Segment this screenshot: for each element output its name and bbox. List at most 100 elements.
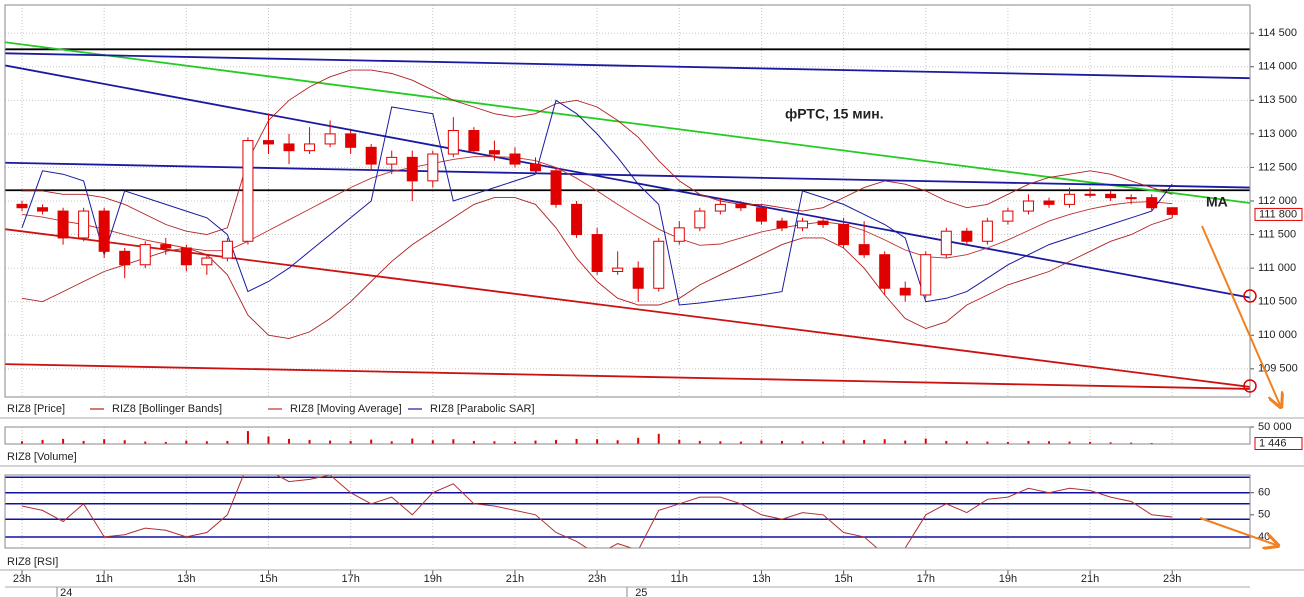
bollinger-upper	[22, 69, 1173, 236]
moving-average	[21, 156, 1173, 259]
rsi-line	[21, 475, 1173, 548]
volume-bar	[965, 441, 968, 444]
x-tick-label: 11h	[95, 573, 113, 585]
x-tick-label: 19h	[999, 573, 1017, 585]
last-value-box	[1254, 207, 1303, 221]
candle-body	[1166, 207, 1178, 215]
rsi-panel	[5, 475, 1250, 548]
y-tick-label: 113 500	[1258, 94, 1297, 106]
x-tick-label: 17h	[341, 573, 359, 585]
volume-bar	[1048, 441, 1050, 444]
y-tick-label: 109 500	[1258, 363, 1298, 375]
rsi-frame	[4, 474, 1251, 549]
candle-body	[447, 130, 459, 155]
volume-bar	[657, 433, 660, 444]
volume-bar	[390, 441, 393, 444]
candle-body	[1043, 200, 1055, 205]
volume-bar	[411, 438, 414, 444]
volume-bar	[246, 431, 249, 444]
volume-bar	[863, 439, 866, 444]
last-value-label: 1 446	[1259, 437, 1287, 449]
x-tick-label: 15h	[834, 573, 852, 585]
candle-body	[488, 150, 500, 155]
volume-bar	[698, 440, 701, 444]
volume-bar	[739, 441, 742, 444]
volume-bar	[103, 439, 106, 444]
candle-body	[776, 220, 788, 229]
trend-line	[5, 41, 1250, 204]
volume-bar	[575, 438, 578, 444]
candle-body	[201, 257, 213, 266]
candle-body	[550, 170, 562, 205]
candle-body	[714, 203, 726, 212]
candle-body	[879, 254, 891, 289]
x-tick-label: 15h	[259, 573, 277, 585]
y-tick-label: 112 500	[1258, 161, 1297, 173]
candle-body	[119, 250, 131, 266]
axes: 109 500 110 000 110 500 111 000 111 500 112 0…	[13, 27, 1303, 597]
candle-body	[1105, 193, 1117, 199]
arrow	[1201, 225, 1280, 405]
volume-bar	[883, 439, 886, 444]
y-tick-label: 114 500	[1258, 27, 1297, 39]
candle-body	[858, 244, 870, 256]
y-tick-label: 110 000	[1258, 329, 1297, 341]
volume-bar	[801, 441, 804, 444]
price-panel	[5, 41, 1250, 390]
volume-bar	[1109, 442, 1112, 444]
y-tick-label: 113 000	[1258, 128, 1297, 140]
candle-body	[365, 146, 377, 165]
candle-body	[940, 230, 952, 256]
volume-bar	[513, 441, 516, 444]
volume-panel	[21, 431, 1174, 444]
x-tick-label: 23h	[1163, 573, 1181, 585]
candle-body	[98, 210, 110, 252]
y-tick-label: 50	[1258, 509, 1270, 521]
x-tick-label: 21h	[1081, 573, 1099, 585]
volume-bar	[719, 441, 722, 444]
trend-line	[5, 161, 1250, 189]
candle-body	[509, 153, 521, 165]
volume-bar	[205, 441, 208, 444]
volume-bar	[822, 441, 825, 444]
candle-body	[221, 240, 233, 259]
volume-frame	[4, 426, 1251, 445]
marker-circle	[1243, 289, 1257, 303]
volume-bar	[123, 440, 126, 444]
y-tick-label: 111 000	[1258, 262, 1296, 274]
trend-line	[5, 52, 1250, 80]
candle-body	[57, 210, 69, 239]
legend-entry: RIZ8 [Moving Average]	[290, 403, 402, 415]
last-value-label: 111 800	[1259, 208, 1297, 220]
candle-body	[1125, 197, 1137, 200]
volume-bar	[82, 440, 85, 444]
candle-body	[1084, 193, 1096, 196]
candle-body	[180, 247, 192, 266]
x-tick-label: 13h	[752, 573, 770, 585]
legend-entry: RIZ8 [Price]	[7, 403, 65, 415]
volume-bar	[226, 440, 229, 444]
candle-body	[817, 220, 829, 225]
volume-bar	[431, 440, 434, 444]
volume-bar	[924, 438, 927, 444]
candle-body	[961, 230, 973, 242]
candle-body	[242, 140, 254, 242]
candle-body	[694, 210, 706, 229]
y-tick-label: 111 500	[1258, 228, 1296, 240]
legend: RIZ8 [Price] RIZ8 [Bollinger Bands] RIZ8…	[7, 403, 535, 415]
volume-bar	[288, 438, 291, 444]
candle-body	[468, 130, 480, 152]
volume-bar	[144, 441, 147, 444]
volume-bar	[493, 441, 496, 444]
candle-body	[632, 267, 644, 289]
annotation: фРТС, 15 мин.	[785, 106, 884, 122]
y-tick-label: 112 000	[1258, 195, 1297, 207]
candle-body	[899, 287, 911, 296]
trend-line	[5, 64, 1250, 299]
volume-bar	[945, 440, 948, 444]
candle-body	[386, 156, 398, 165]
price-frame	[4, 4, 1251, 398]
candle-body	[838, 223, 850, 246]
